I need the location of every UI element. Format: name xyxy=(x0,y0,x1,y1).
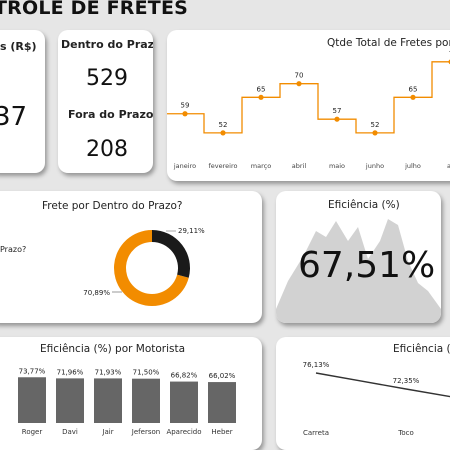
vehicle-line-chart: 76,13% Carreta 72,35% Toco xyxy=(303,361,450,437)
vehicle-name-label-0: Carreta xyxy=(303,429,329,437)
vehicle-value-label-0: 76,13% xyxy=(303,361,330,369)
monthly-point-5 xyxy=(372,130,378,136)
fora-prazo-value: 208 xyxy=(86,137,128,162)
donut-title: Frete por Dentro do Prazo? xyxy=(42,200,183,212)
driver-value-label-2: 71,93% xyxy=(95,368,122,376)
kpi-valor-value: 37 xyxy=(0,102,28,132)
driver-name-label-0: Roger xyxy=(22,428,43,436)
donut-slice-0 xyxy=(114,230,189,306)
monthly-chart-title: Qtde Total de Fretes por M xyxy=(327,37,450,49)
monthly-value-label-6: 65 xyxy=(409,85,418,93)
donut-card: Frete por Dentro do Prazo? Prazo? 29,11%… xyxy=(0,191,262,323)
monthly-month-label-7: ago xyxy=(447,162,450,170)
monthly-freight-card: Qtde Total de Fretes por M 59 janeiro 52 fe… xyxy=(167,30,450,181)
vehicle-value-label-1: 72,35% xyxy=(393,377,420,385)
driver-value-label-3: 71,50% xyxy=(133,369,160,377)
driver-name-label-5: Heber xyxy=(211,428,232,436)
driver-bar-3 xyxy=(132,378,160,423)
efficiency-area-chart xyxy=(276,219,441,323)
donut-label-orange: 70,89% xyxy=(83,289,110,297)
monthly-month-label-3: abril xyxy=(292,162,307,170)
dentro-prazo-label: Dentro do Prazo xyxy=(61,38,153,51)
monthly-value-label-3: 70 xyxy=(295,72,304,80)
efficiency-area-shape xyxy=(276,219,441,323)
monthly-value-label-1: 52 xyxy=(219,121,228,129)
fora-prazo-label: Fora do Prazo xyxy=(68,108,153,121)
efficiency-card: Eficiência (%) 67,51% xyxy=(276,191,441,323)
efficiency-title: Eficiência (%) xyxy=(328,199,400,211)
vehicle-efficiency-card: Eficiência (% 76,13% Carreta 72,35% Toco xyxy=(276,337,450,450)
monthly-month-label-1: fevereiro xyxy=(209,162,238,170)
kpi-prazo-card: Dentro do Prazo 529 Fora do Prazo 208 xyxy=(58,30,153,173)
monthly-month-label-4: maio xyxy=(329,162,345,170)
monthly-value-label-7: 7 xyxy=(449,50,450,58)
driver-bar-2 xyxy=(94,378,122,423)
driver-bar-4 xyxy=(170,381,198,423)
monthly-point-4 xyxy=(334,116,340,122)
dentro-prazo-value: 529 xyxy=(86,66,128,91)
vehicle-chart-title: Eficiência (% xyxy=(393,343,450,355)
monthly-value-label-2: 65 xyxy=(257,85,266,93)
efficiency-value: 67,51% xyxy=(298,245,436,286)
driver-name-label-3: Jeferson xyxy=(131,428,160,436)
donut-label-black: 29,11% xyxy=(178,227,205,235)
monthly-month-label-2: março xyxy=(251,162,271,170)
monthly-point-2 xyxy=(258,94,264,100)
monthly-point-1 xyxy=(220,130,226,136)
donut-chart: 29,11% 70,89% xyxy=(83,227,205,306)
driver-name-label-1: Davi xyxy=(62,428,78,436)
driver-bar-5 xyxy=(208,382,236,423)
driver-bar-0 xyxy=(18,377,46,423)
donut-legend-fragment: Prazo? xyxy=(0,245,27,254)
vehicle-efficiency-line xyxy=(315,372,450,398)
monthly-point-6 xyxy=(410,94,416,100)
monthly-value-label-5: 52 xyxy=(371,121,380,129)
monthly-step-line xyxy=(167,61,450,134)
monthly-value-label-4: 57 xyxy=(333,107,342,115)
kpi-valor-label: s (R$) xyxy=(0,40,37,53)
monthly-point-3 xyxy=(296,81,302,87)
monthly-line-chart: 59 janeiro 52 fevereiro 65 março 70 abril 57 maio… xyxy=(167,50,450,170)
driver-value-label-4: 66,82% xyxy=(171,372,198,380)
monthly-point-0 xyxy=(182,111,188,117)
monthly-month-label-0: janeiro xyxy=(173,162,196,170)
donut-slice-1 xyxy=(152,230,190,278)
monthly-month-label-6: julho xyxy=(404,162,421,170)
driver-value-label-0: 73,77% xyxy=(19,367,46,375)
driver-bar-1 xyxy=(56,378,84,423)
driver-efficiency-card: Eficiência (%) por Motorista 73,77% Roger… xyxy=(0,337,262,450)
monthly-month-label-5: junho xyxy=(365,162,384,170)
kpi-valor-card: s (R$) 37 xyxy=(0,30,45,173)
driver-value-label-5: 66,02% xyxy=(209,372,236,380)
monthly-value-label-0: 59 xyxy=(181,102,190,110)
page-title: TROLE DE FRETES xyxy=(0,0,189,19)
driver-value-label-1: 71,96% xyxy=(57,368,84,376)
driver-name-label-2: Jair xyxy=(101,428,113,436)
driver-name-label-4: Aparecido xyxy=(166,428,201,436)
driver-chart-title: Eficiência (%) por Motorista xyxy=(40,343,186,355)
driver-bar-chart: 73,77% Roger 71,96% Davi 71,93% Jair 71,50% Jef… xyxy=(18,367,236,436)
vehicle-name-label-1: Toco xyxy=(397,429,414,437)
